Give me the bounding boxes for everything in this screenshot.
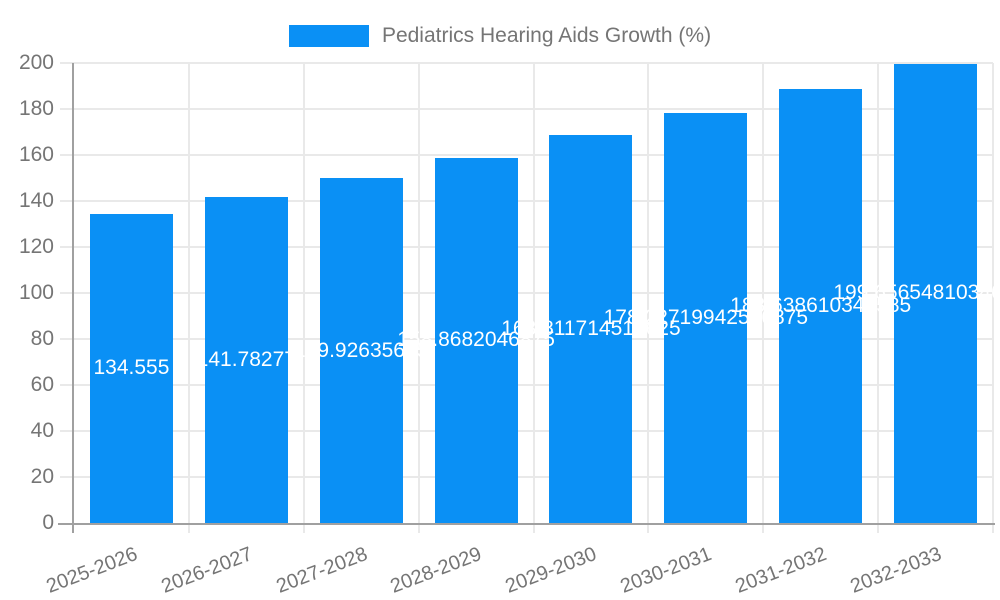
v-gridline xyxy=(877,63,880,533)
v-gridline xyxy=(532,63,535,533)
y-tick-label: 20 xyxy=(30,465,54,488)
y-tick-label: 180 xyxy=(18,97,54,120)
y-tick-label: 0 xyxy=(42,511,54,534)
bar[interactable] xyxy=(664,113,748,523)
v-gridline xyxy=(647,63,650,533)
x-tick-label: 2028-2029 xyxy=(387,543,485,598)
bar[interactable] xyxy=(204,196,288,523)
bar[interactable] xyxy=(779,89,863,523)
x-tick-label: 2025-2026 xyxy=(43,543,141,598)
bar[interactable] xyxy=(89,213,173,523)
h-gridline xyxy=(60,108,993,110)
bar-value-label: 188.638610347585 xyxy=(730,294,912,318)
bar-value-label: 134.555 xyxy=(93,356,170,380)
v-gridline xyxy=(417,63,420,533)
v-gridline xyxy=(762,63,765,533)
y-tick-label: 100 xyxy=(18,281,54,304)
h-gridline xyxy=(60,384,993,386)
y-axis-line xyxy=(72,63,74,533)
y-tick-label: 80 xyxy=(30,327,54,350)
bar[interactable] xyxy=(434,157,518,523)
y-tick-label: 120 xyxy=(18,235,54,258)
bar-value-label: 141.78277 xyxy=(196,347,296,371)
h-gridline xyxy=(60,246,993,248)
v-gridline xyxy=(992,63,994,533)
bar[interactable] xyxy=(549,134,633,523)
x-tick-label: 2031-2032 xyxy=(732,543,830,598)
h-gridline xyxy=(60,476,993,478)
legend[interactable]: Pediatrics Hearing Aids Growth (%) xyxy=(0,24,1000,48)
y-tick-label: 140 xyxy=(18,189,54,212)
h-gridline xyxy=(60,62,993,64)
bar-value-label: 149.92635625 xyxy=(294,338,429,362)
bar[interactable] xyxy=(894,63,978,523)
bar-value-label: 168.811714515625 xyxy=(501,316,681,340)
h-gridline xyxy=(60,200,993,202)
y-tick-label: 60 xyxy=(30,373,54,396)
v-gridline xyxy=(187,63,190,533)
y-tick-label: 200 xyxy=(18,51,54,74)
v-gridline xyxy=(302,63,305,533)
x-tick-label: 2032-2033 xyxy=(847,543,945,598)
legend-swatch xyxy=(288,25,369,47)
bar-value-label: 199.65654810346875 xyxy=(833,281,1000,305)
bar-value-label: 158.8682046875 xyxy=(397,328,555,352)
legend-label: Pediatrics Hearing Aids Growth (%) xyxy=(381,24,712,47)
h-gridline xyxy=(60,430,993,432)
y-tick-label: 40 xyxy=(30,419,54,442)
x-tick-label: 2027-2028 xyxy=(272,543,371,598)
y-tick-label: 160 xyxy=(18,143,54,166)
bar[interactable] xyxy=(319,178,403,523)
h-gridline xyxy=(60,338,993,340)
h-gridline xyxy=(60,154,993,156)
x-tick-label: 2026-2027 xyxy=(158,543,256,598)
x-tick-label: 2029-2030 xyxy=(502,543,600,598)
bar-value-label: 178.22719942546875 xyxy=(603,306,809,330)
x-tick-label: 2030-2031 xyxy=(617,543,715,598)
x-axis-line xyxy=(58,523,995,525)
h-gridline xyxy=(60,292,993,294)
